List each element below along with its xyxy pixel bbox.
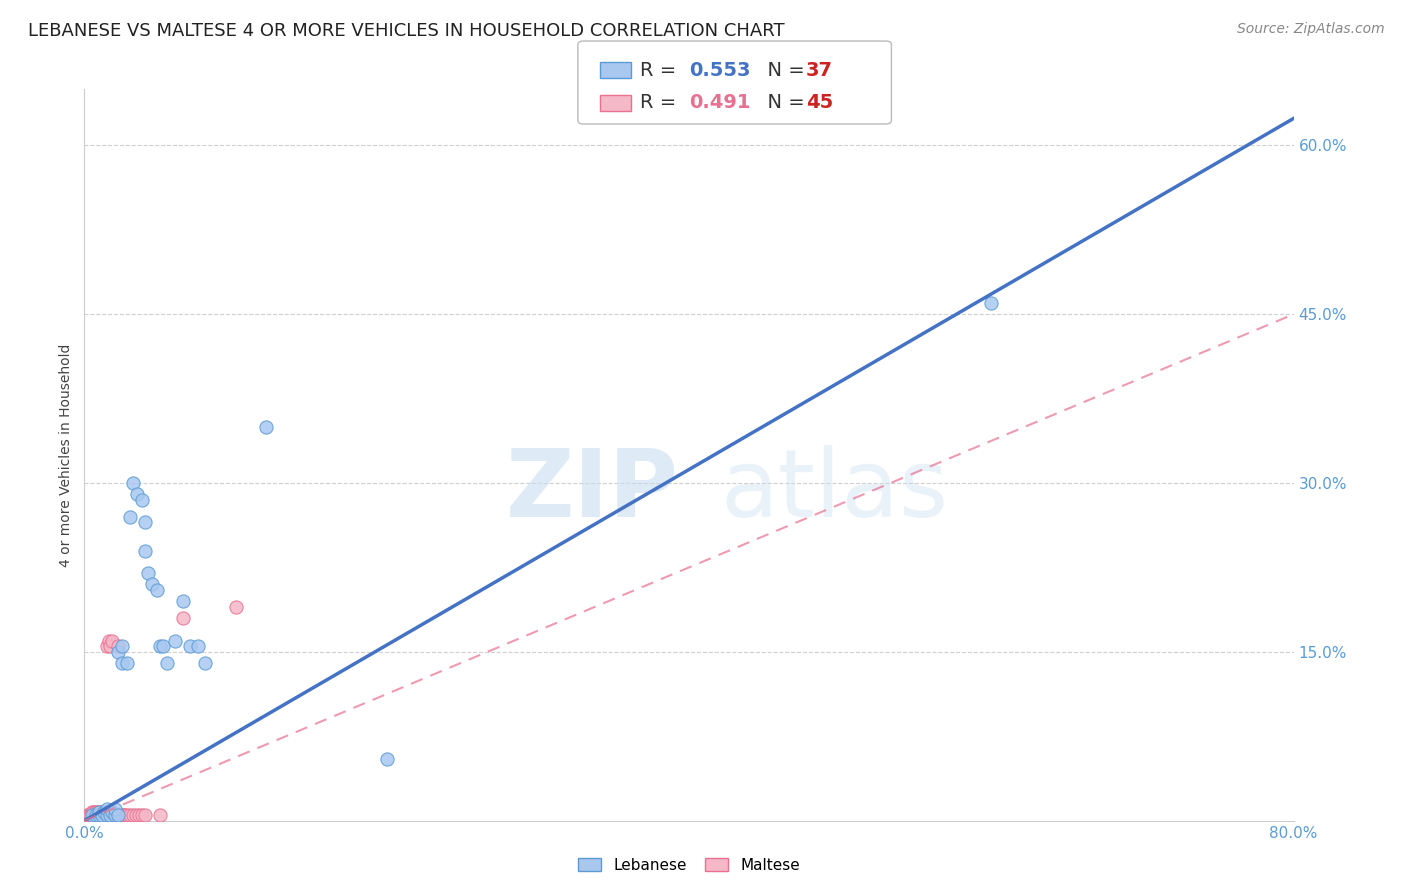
- Point: [86, 805, 108, 819]
- Point: [375, 752, 398, 766]
- Point: [165, 633, 187, 648]
- Text: 0.491: 0.491: [689, 93, 751, 112]
- Point: [90, 808, 112, 822]
- Point: [980, 296, 1002, 310]
- Point: [89, 805, 111, 819]
- Text: 0.553: 0.553: [689, 61, 751, 80]
- Point: [91, 808, 114, 822]
- Point: [172, 611, 194, 625]
- Point: [107, 639, 129, 653]
- Point: [194, 656, 217, 670]
- Point: [82, 805, 104, 819]
- Point: [127, 487, 149, 501]
- Point: [118, 509, 141, 524]
- Point: [107, 645, 129, 659]
- Point: [111, 639, 134, 653]
- Point: [84, 808, 107, 822]
- Text: R =: R =: [640, 61, 682, 80]
- Point: [131, 492, 153, 507]
- Point: [104, 808, 127, 822]
- Point: [111, 656, 134, 670]
- Point: [172, 594, 194, 608]
- Point: [89, 808, 111, 822]
- Point: [100, 633, 122, 648]
- Point: [131, 808, 153, 822]
- Point: [108, 808, 131, 822]
- Point: [149, 639, 172, 653]
- Point: [94, 808, 117, 822]
- Point: [80, 808, 103, 822]
- Point: [100, 808, 122, 822]
- Point: [79, 808, 101, 822]
- Point: [87, 808, 110, 822]
- Y-axis label: 4 or more Vehicles in Household: 4 or more Vehicles in Household: [59, 343, 73, 566]
- Point: [115, 808, 138, 822]
- Point: [134, 516, 156, 530]
- Point: [187, 639, 209, 653]
- Point: [80, 805, 103, 819]
- Text: LEBANESE VS MALTESE 4 OR MORE VEHICLES IN HOUSEHOLD CORRELATION CHART: LEBANESE VS MALTESE 4 OR MORE VEHICLES I…: [28, 22, 785, 40]
- Legend: Lebanese, Maltese: Lebanese, Maltese: [572, 852, 806, 879]
- Point: [97, 633, 120, 648]
- Point: [91, 805, 114, 819]
- Point: [105, 808, 128, 822]
- Point: [91, 808, 114, 822]
- Point: [96, 802, 118, 816]
- Point: [86, 808, 108, 822]
- Point: [149, 808, 172, 822]
- Point: [225, 599, 247, 614]
- Point: [84, 805, 107, 819]
- Point: [136, 566, 159, 580]
- Point: [114, 808, 136, 822]
- Text: 37: 37: [806, 61, 832, 80]
- Point: [254, 419, 277, 434]
- Point: [77, 808, 100, 822]
- Point: [156, 656, 179, 670]
- Point: [152, 639, 174, 653]
- Point: [141, 577, 163, 591]
- Point: [134, 808, 156, 822]
- Point: [96, 639, 118, 653]
- Text: N =: N =: [755, 93, 811, 112]
- Point: [100, 805, 122, 819]
- Point: [111, 808, 134, 822]
- Text: Source: ZipAtlas.com: Source: ZipAtlas.com: [1237, 22, 1385, 37]
- Text: R =: R =: [640, 93, 682, 112]
- Point: [96, 808, 118, 822]
- Point: [80, 808, 103, 822]
- Point: [121, 476, 143, 491]
- Text: atlas: atlas: [720, 445, 948, 538]
- Point: [179, 639, 201, 653]
- Point: [110, 808, 132, 822]
- Point: [104, 802, 127, 816]
- Point: [146, 582, 169, 597]
- Point: [76, 808, 98, 822]
- Point: [134, 543, 156, 558]
- Point: [101, 808, 124, 822]
- Point: [97, 808, 120, 822]
- Point: [98, 639, 121, 653]
- Point: [115, 656, 138, 670]
- Point: [87, 805, 110, 819]
- Point: [89, 805, 111, 819]
- Text: ZIP: ZIP: [506, 445, 679, 538]
- Text: N =: N =: [755, 61, 811, 80]
- Point: [98, 808, 121, 822]
- Point: [121, 808, 143, 822]
- Point: [89, 808, 111, 822]
- Point: [93, 805, 115, 819]
- Point: [86, 808, 108, 822]
- Point: [93, 808, 115, 822]
- Text: 45: 45: [806, 93, 832, 112]
- Point: [107, 808, 129, 822]
- Point: [104, 808, 127, 822]
- Point: [128, 808, 150, 822]
- Point: [82, 808, 104, 822]
- Point: [125, 808, 148, 822]
- Point: [118, 808, 141, 822]
- Point: [112, 808, 135, 822]
